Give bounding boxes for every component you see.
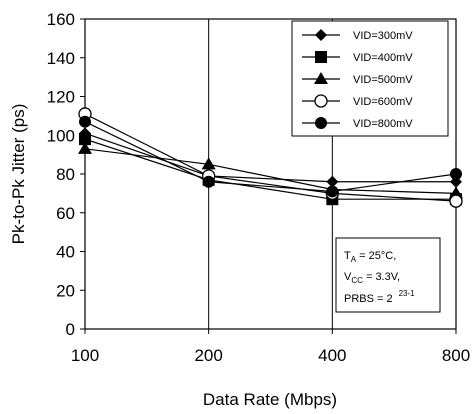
x-tick-label: 400 <box>318 346 346 365</box>
x-tick-label: 800 <box>442 346 470 365</box>
x-axis: 100 200 400 800 <box>71 329 470 365</box>
legend-label: VID=400mV <box>353 52 413 64</box>
legend: VID=300mV VID=400mV VID=500mV VID=600mV VID=… <box>291 20 449 137</box>
legend-marker <box>314 72 328 84</box>
annotation-prbs: PRBS = 2 23-1 <box>344 289 415 305</box>
legend-label: VID=800mV <box>353 118 413 130</box>
legend-marker <box>315 117 327 129</box>
legend-entry: VID=400mV <box>302 51 413 64</box>
series-line <box>84 121 457 193</box>
legend-label: VID=600mV <box>353 96 413 108</box>
annotation-supply-voltage: VCC = 3.3V, <box>344 271 400 285</box>
series-line <box>84 138 456 200</box>
data-point <box>449 186 463 199</box>
data-point <box>449 194 463 208</box>
data-point <box>202 175 215 188</box>
x-tick-label: 200 <box>194 346 222 365</box>
y-tick-label: 140 <box>47 49 75 68</box>
data-point <box>78 141 92 154</box>
annotation-box <box>335 237 441 313</box>
y-axis-title: Pk-to-Pk Jitter (ps) <box>9 104 28 245</box>
y-tick-label: 160 <box>47 10 75 29</box>
data-point <box>450 168 462 180</box>
y-tick-label: 40 <box>56 243 75 262</box>
y-tick-label: 20 <box>56 281 75 300</box>
y-tick-label: 120 <box>47 88 75 107</box>
legend-marker <box>315 51 327 63</box>
y-axis: 0 20 40 60 80 100 120 140 160 <box>47 10 85 339</box>
annotation-temperature: TA = 25°C, <box>344 250 396 264</box>
x-axis-title: Data Rate (Mbps) <box>203 390 337 409</box>
y-tick-label: 60 <box>56 204 75 223</box>
legend-entry: VID=600mV <box>302 94 413 108</box>
series-layer <box>78 107 463 208</box>
x-tick-label: 100 <box>71 346 99 365</box>
legend-marker <box>315 29 327 41</box>
legend-marker <box>314 94 328 108</box>
series-line <box>84 113 457 202</box>
y-tick-label: 100 <box>47 126 75 145</box>
series-line <box>84 132 456 183</box>
legend-entry: VID=300mV <box>302 29 413 42</box>
legend-label: VID=500mV <box>353 74 413 86</box>
conditions-annotation: TA = 25°C, VCC = 3.3V, PRBS = 2 23-1 <box>335 237 441 313</box>
data-point <box>201 157 216 170</box>
data-point <box>79 115 91 128</box>
series-line <box>84 148 457 194</box>
data-point <box>79 133 91 146</box>
data-point <box>326 175 339 188</box>
y-tick-label: 80 <box>56 165 75 184</box>
data-point <box>326 185 339 198</box>
legend-entry: VID=500mV <box>302 72 413 86</box>
y-tick-label: 0 <box>66 320 75 339</box>
series-5 <box>79 115 462 198</box>
series-2 <box>79 133 462 206</box>
legend-label: VID=300mV <box>353 30 413 42</box>
legend-entry: VID=800mV <box>302 117 413 130</box>
